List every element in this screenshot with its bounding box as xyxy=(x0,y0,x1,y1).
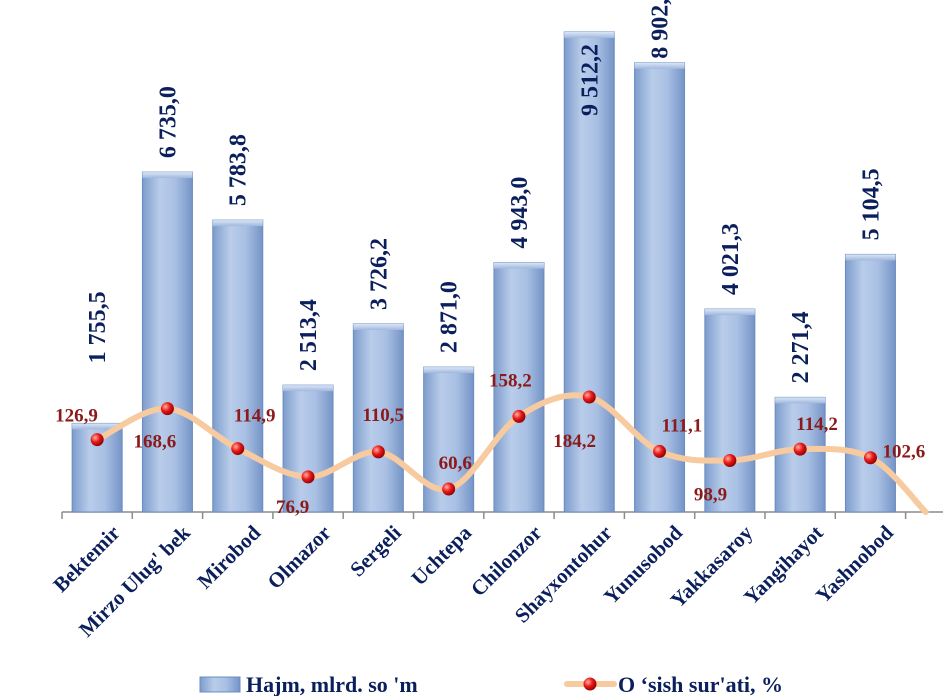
bar-value-label: 3 726,2 xyxy=(366,238,392,310)
bar xyxy=(493,262,545,513)
rate-value-label: 114,2 xyxy=(796,414,838,435)
rate-marker xyxy=(231,442,245,456)
category-label: Sergeli xyxy=(345,520,406,581)
rate-marker xyxy=(723,453,737,467)
rate-value-label: 126,9 xyxy=(55,406,98,427)
rate-marker xyxy=(793,442,807,456)
rate-marker xyxy=(301,470,315,484)
rate-value-label: 102,6 xyxy=(882,442,925,463)
axis-layer xyxy=(61,511,943,519)
rate-marker xyxy=(582,390,596,404)
legend-line-marker xyxy=(583,677,597,691)
legend-bar-swatch xyxy=(199,676,241,693)
line-layer xyxy=(90,390,929,515)
bar xyxy=(704,308,756,513)
bar-cap xyxy=(142,172,193,179)
legend-line-label: O ‘sish sur'ati, % xyxy=(618,672,783,696)
bar-cap xyxy=(353,323,404,330)
category-label: Yashnobod xyxy=(811,520,898,607)
bar xyxy=(141,171,193,513)
category-label: Uchtepa xyxy=(406,520,476,590)
rate-value-label: 110,5 xyxy=(362,405,404,426)
category-label: Mirobod xyxy=(192,520,265,593)
rate-value-label: 158,2 xyxy=(489,370,532,391)
bar-value-label: 4 021,3 xyxy=(718,223,744,295)
bar-value-label: 5 783,8 xyxy=(226,134,252,206)
bar-value-label: 8 902,8 xyxy=(648,0,674,59)
bar xyxy=(212,219,264,513)
bar-cap xyxy=(212,220,263,227)
rate-value-label: 111,1 xyxy=(662,415,703,436)
rate-value-label: 98,9 xyxy=(694,484,727,505)
rate-marker xyxy=(371,445,385,459)
rate-marker xyxy=(653,444,667,458)
bar-value-label: 2 871,0 xyxy=(437,281,463,353)
rate-value-label: 168,6 xyxy=(133,432,176,453)
label-layer: 1 755,5 6 735,0 5 783,8 2 513,4 3 726,2 2 871… xyxy=(55,0,925,518)
rate-marker xyxy=(90,433,104,447)
bar xyxy=(634,62,686,513)
bar-cap xyxy=(423,367,474,374)
bar-value-label: 6 735,0 xyxy=(155,86,181,158)
bar-cap xyxy=(845,254,896,261)
bar-layer xyxy=(71,31,896,513)
legend-bar-label: Hajm, mlrd. so 'm xyxy=(246,672,418,696)
bar-value-label: 2 513,4 xyxy=(296,299,322,371)
bar-cap xyxy=(634,62,685,69)
bar xyxy=(282,384,334,513)
rate-value-label: 184,2 xyxy=(553,431,596,452)
rate-marker xyxy=(442,482,456,496)
bar-value-label: 5 104,5 xyxy=(858,168,884,240)
bar-value-label: 2 271,4 xyxy=(788,311,814,383)
rate-marker xyxy=(512,409,526,423)
bar xyxy=(352,323,404,513)
rate-marker xyxy=(863,451,877,465)
rate-value-label: 76,9 xyxy=(276,497,309,518)
bar-cap xyxy=(72,423,123,430)
rate-value-label: 60,6 xyxy=(439,453,472,474)
bar xyxy=(563,31,615,513)
bar-cap xyxy=(493,262,544,269)
bar-cap xyxy=(564,32,615,38)
bar-cap xyxy=(704,309,755,316)
rate-value-label: 114,9 xyxy=(234,406,276,427)
bar-value-label: 1 755,5 xyxy=(85,291,111,363)
legend: Hajm, mlrd. so 'm O ‘sish sur'ati, % xyxy=(199,672,783,696)
category-label: Olmazor xyxy=(263,521,336,594)
bar-cap xyxy=(283,385,334,392)
bar-value-label: 4 943,0 xyxy=(507,177,533,249)
bar-value-label: 9 512,2 xyxy=(577,44,603,116)
rate-marker xyxy=(160,402,174,416)
bar-cap xyxy=(775,397,826,404)
